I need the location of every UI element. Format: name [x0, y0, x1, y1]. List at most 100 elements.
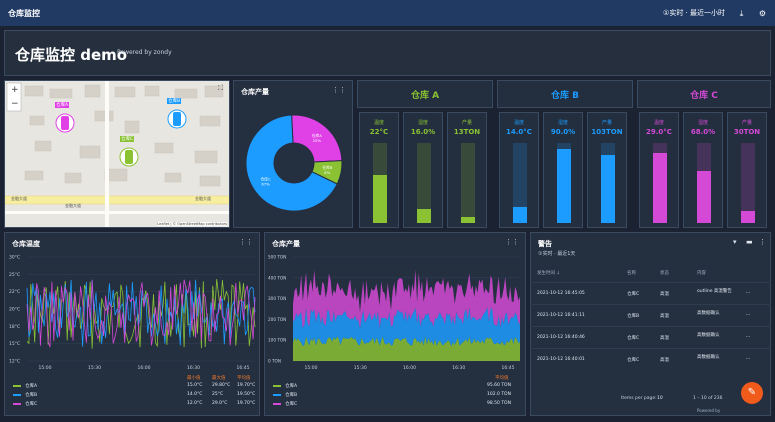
comment-icon[interactable]: ▬ — [746, 238, 753, 246]
pie-slice[interactable] — [245, 114, 338, 212]
alert-status: 高温 — [660, 336, 669, 341]
y-tick-label: 200 TON — [268, 317, 286, 322]
gauge-track — [373, 143, 387, 223]
production-chart: 500 TON 400 TON 300 TON 200 TON 100 TON 0 TON… — [268, 255, 520, 371]
legend-value: 102.0 TON — [487, 392, 511, 397]
alert-time: 2021-10-12 16:45:05 — [537, 291, 585, 296]
gauge-track — [513, 143, 527, 223]
warehouse-gauge: 产量 30TON — [727, 112, 767, 228]
road-label: 金融大道 — [195, 196, 211, 201]
gauge-fill — [513, 207, 527, 223]
time-range-picker[interactable]: ①实时 · 最近一小时 — [663, 9, 725, 17]
footer-text: Powered by — [697, 408, 721, 413]
filter-icon[interactable]: ▾ — [733, 238, 737, 246]
column-header-time[interactable]: 发生时间 ↓ — [537, 271, 561, 276]
more-actions-button[interactable]: ··· — [746, 291, 751, 296]
table-row[interactable]: 2021-10-12 16:41:11 仓库B 高温 高数据确认 ··· — [530, 304, 771, 326]
pie-slice-label: 67% — [261, 182, 270, 187]
gauge-fill — [653, 153, 667, 223]
alert-status: 高温 — [660, 314, 669, 319]
alert-name: 仓库C — [627, 292, 640, 297]
panel-menu-icon[interactable]: ⋮⋮ — [239, 238, 253, 246]
gauge-value: 16.0% — [410, 128, 436, 136]
legend-value: 25°C — [212, 392, 224, 397]
column-header-name[interactable]: 名称 — [627, 271, 636, 276]
y-tick-label: 500 TON — [268, 255, 286, 260]
legend-header: 最小值 — [187, 376, 201, 381]
marker-label-b[interactable]: 仓库B — [167, 98, 182, 104]
legend-series-name[interactable]: 仓库C — [285, 402, 298, 407]
legend-series-name[interactable]: 仓库A — [285, 384, 298, 389]
y-tick-label: 25°C — [9, 272, 20, 278]
production-series-area — [293, 307, 520, 347]
settings-icon[interactable]: ⚙ — [758, 8, 767, 18]
marker-label-a[interactable]: 仓库A — [55, 102, 70, 108]
alerts-subtitle: ①实时 · 最近1天 — [538, 251, 576, 257]
table-row[interactable]: 2021-10-12 16:45:05 仓库C 高温 outline 高温警告 ··· — [530, 282, 771, 304]
warehouse-gauge: 温度 22°C — [359, 112, 399, 228]
table-row[interactable]: 2021-10-12 16:40:01 仓库C 高温 高数据确认 ··· — [530, 348, 771, 370]
gauge-track — [697, 143, 711, 223]
gauge-label: 温度 — [653, 120, 664, 126]
panel-menu-icon[interactable]: ⋮ — [759, 238, 766, 246]
y-tick-label: 30°C — [9, 255, 20, 261]
warehouse-map[interactable]: + − ⛶ 仓库A 仓库B 仓库C 金融大道 金融大道 金融大道 Leaflet… — [4, 80, 230, 228]
legend-series-name[interactable]: 仓库A — [25, 384, 38, 389]
alert-content: 高数据确认 — [697, 333, 720, 338]
pie-slice-label: 8% — [324, 170, 330, 175]
prod-chart-title: 仓库产量 — [272, 240, 300, 248]
gauge-label: 温度 — [513, 120, 524, 126]
production-series-area — [293, 269, 520, 329]
alert-time: 2021-10-12 16:40:46 — [537, 335, 585, 340]
column-header-status[interactable]: 状态 — [660, 271, 669, 276]
legend-value: 15.0°C — [187, 383, 203, 388]
x-tick-label: 16:00 — [403, 365, 416, 371]
pager-label: Items per page: — [621, 396, 657, 401]
table-row[interactable]: 2021-10-12 16:40:46 仓库C 高温 高数据确认 ··· — [530, 326, 771, 348]
legend-value: 19.70°C — [237, 383, 256, 388]
panel-menu-icon[interactable]: ⋮⋮ — [505, 238, 519, 246]
gauge-fill — [373, 175, 387, 223]
x-tick-label: 15:30 — [88, 365, 101, 371]
gauge-label: 产量 — [461, 120, 472, 126]
pie-slice[interactable] — [291, 114, 343, 163]
gauge-track — [653, 143, 667, 223]
alert-name: 仓库C — [627, 358, 640, 363]
panel-menu-icon[interactable]: ⋮⋮ — [332, 86, 346, 94]
legend-series-name[interactable]: 仓库B — [25, 393, 38, 398]
temperature-chart-panel: 仓库温度 ⋮⋮ 30°C 25°C 22°C 20°C 18°C 15°C 12°C 15:0… — [4, 232, 260, 416]
top-bar: 仓库监控 ①实时 · 最近一小时 ⤓ ⚙ — [0, 0, 775, 26]
download-icon[interactable]: ⤓ — [739, 8, 744, 18]
topbar-actions: ①实时 · 最近一小时 ⤓ ⚙ — [663, 8, 767, 18]
y-tick-label: 20°C — [9, 307, 20, 313]
page-size-select[interactable]: 10 — [657, 396, 663, 401]
more-actions-button[interactable]: ··· — [746, 357, 751, 362]
legend-series-name[interactable]: 仓库B — [285, 393, 298, 398]
legend-series-name[interactable]: 仓库C — [25, 402, 38, 407]
pie-slice-label: 25% — [313, 138, 322, 143]
marker-label-c[interactable]: 仓库C — [120, 136, 135, 142]
gauge-value: 22°C — [369, 128, 389, 136]
edit-fab-button[interactable]: ✎ — [741, 382, 763, 404]
zoom-in-button[interactable]: + — [11, 85, 19, 95]
legend-value: 19.70°C — [237, 401, 256, 406]
gauge-value: 30TON — [733, 128, 761, 136]
alert-status: 高温 — [660, 292, 669, 297]
map-attribution[interactable]: Leaflet | © OpenStreetMap contributors — [157, 222, 227, 226]
road-label: 金融大道 — [65, 203, 81, 208]
gauge-track — [461, 143, 475, 223]
production-pie-panel: 仓库产量 ⋮⋮ 仓库A 25% 仓库B 8% 仓库C 67% — [233, 80, 353, 228]
alerts-panel: 警告 ①实时 · 最近1天 ▾ ▬ ⋮ Items per page: 10 1… — [530, 232, 771, 416]
gauge-track — [741, 143, 755, 223]
fullscreen-icon[interactable]: ⛶ — [218, 84, 223, 92]
gauge-fill — [461, 217, 475, 223]
more-actions-button[interactable]: ··· — [746, 335, 751, 340]
gauge-track — [417, 143, 431, 223]
column-header-content[interactable]: 内容 — [697, 271, 706, 276]
warehouse-gauge: 温度 14.0°C — [499, 112, 539, 228]
more-actions-button[interactable]: ··· — [746, 313, 751, 318]
gauge-label: 湿度 — [417, 120, 428, 126]
warehouse-gauge: 温度 29.0°C — [639, 112, 679, 228]
zoom-out-button[interactable]: − — [11, 99, 19, 109]
